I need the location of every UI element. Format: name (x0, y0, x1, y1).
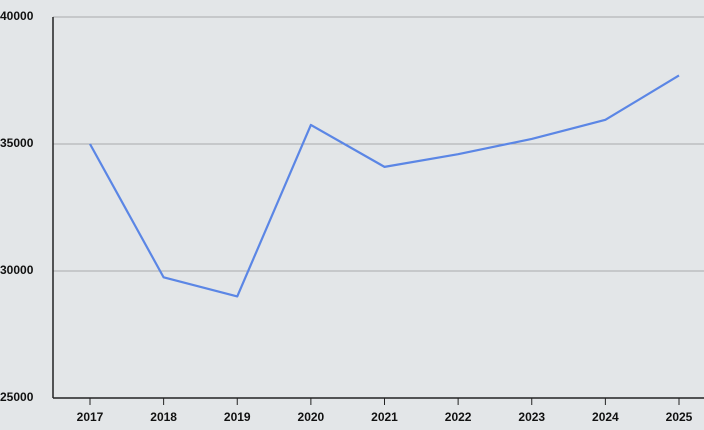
y-tick-label: 25000 (0, 390, 34, 404)
y-tick-label: 30000 (0, 263, 34, 277)
x-tick-label: 2018 (150, 410, 177, 424)
x-tick-label: 2022 (445, 410, 472, 424)
x-tick-label: 2021 (371, 410, 398, 424)
y-tick-label: 40000 (0, 9, 34, 23)
x-tick-label: 2025 (666, 410, 693, 424)
x-tick-label: 2020 (298, 410, 325, 424)
x-tick-label: 2017 (77, 410, 104, 424)
data-line (89, 74, 680, 298)
x-tick-label: 2024 (592, 410, 619, 424)
x-tick-label: 2019 (224, 410, 251, 424)
x-tick-label: 2023 (518, 410, 545, 424)
y-tick-label: 35000 (0, 136, 34, 150)
